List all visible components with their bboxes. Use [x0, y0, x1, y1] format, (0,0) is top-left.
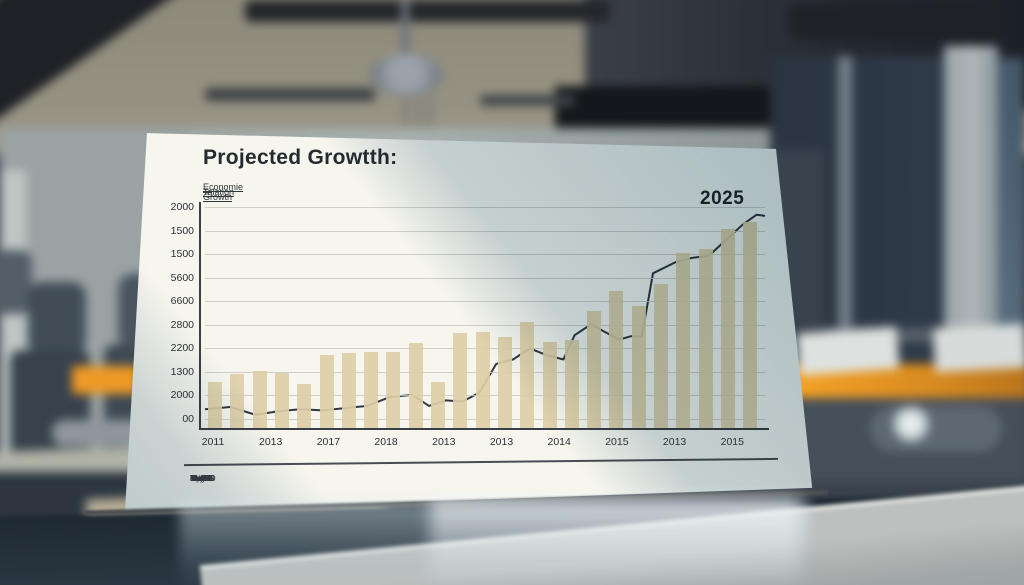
gridline — [205, 230, 765, 232]
bar — [297, 383, 312, 428]
ceiling-vent — [245, 0, 610, 22]
x-axis-line — [199, 428, 769, 430]
wall-vent — [205, 88, 375, 101]
bar — [720, 229, 735, 428]
bar — [319, 355, 334, 428]
pendant-light — [370, 54, 442, 96]
legend-label: Talation — [203, 187, 235, 197]
bar — [564, 339, 579, 428]
bar — [520, 321, 535, 428]
y-tick-label: 2800 — [170, 318, 194, 331]
x-tick-label: 2014 — [547, 436, 571, 448]
paper-stack — [932, 323, 1024, 373]
y-tick-label: 6600 — [170, 295, 194, 307]
x-tick-label: 2017 — [316, 436, 341, 448]
y-tick-label: 2000 — [170, 389, 194, 401]
bar — [743, 222, 758, 428]
bar — [252, 370, 267, 428]
bar — [654, 284, 668, 428]
bar — [230, 373, 245, 428]
wall-vent — [480, 95, 575, 106]
highlight-spot — [893, 406, 929, 442]
office-chair — [0, 250, 32, 314]
bar — [274, 372, 289, 428]
y-tick-label: 1500 — [170, 224, 194, 237]
bar — [341, 352, 356, 428]
bar — [497, 337, 512, 428]
bar — [542, 341, 557, 428]
y-tick-label: 1300 — [170, 365, 194, 378]
poster-reflection-bright — [430, 498, 800, 582]
bar — [431, 381, 445, 428]
chair-seat-right — [870, 406, 1002, 452]
bar — [698, 249, 713, 428]
ceiling-vent — [790, 4, 1005, 38]
bar — [676, 253, 691, 428]
bar — [408, 342, 423, 428]
y-tick-label: 1500 — [170, 248, 194, 260]
bar — [587, 310, 602, 428]
bar — [208, 381, 222, 428]
y-tick-label: 2200 — [170, 342, 194, 354]
chart-title: Projected Growtth: — [203, 146, 398, 169]
x-tick-label: 2013 — [489, 436, 514, 448]
bar — [364, 351, 379, 428]
x-tick-label: 2013 — [432, 436, 456, 448]
y-tick-label: 5600 — [170, 271, 194, 284]
plot-area — [205, 207, 765, 428]
footer-divider — [184, 457, 778, 467]
x-tick-label: 2013 — [662, 436, 687, 448]
x-tick-label: 2015 — [605, 436, 629, 448]
y-tick-label: 00 — [182, 412, 194, 425]
x-tick-label: 2015 — [720, 436, 744, 448]
bar — [386, 351, 401, 428]
orange-table-edge-left — [72, 366, 138, 394]
y-tick-label: 2000 — [170, 201, 194, 213]
bar — [475, 331, 490, 428]
paper-stack — [796, 326, 900, 376]
y-axis-line — [199, 202, 201, 430]
gridline — [205, 207, 765, 208]
pendant-light-stem — [401, 0, 409, 60]
chart-poster: Projected Growtth: — Economie Growth — Tala… — [124, 133, 813, 513]
bar — [631, 306, 646, 428]
x-tick-label: 2018 — [374, 436, 398, 448]
bar — [453, 332, 468, 428]
x-tick-label: 2013 — [259, 436, 283, 448]
office-chair — [28, 282, 86, 354]
x-tick-label: 2011 — [201, 436, 225, 448]
footer-bottom-label: Pad — [190, 473, 206, 483]
bar — [609, 290, 624, 428]
window-mullion — [838, 56, 852, 406]
